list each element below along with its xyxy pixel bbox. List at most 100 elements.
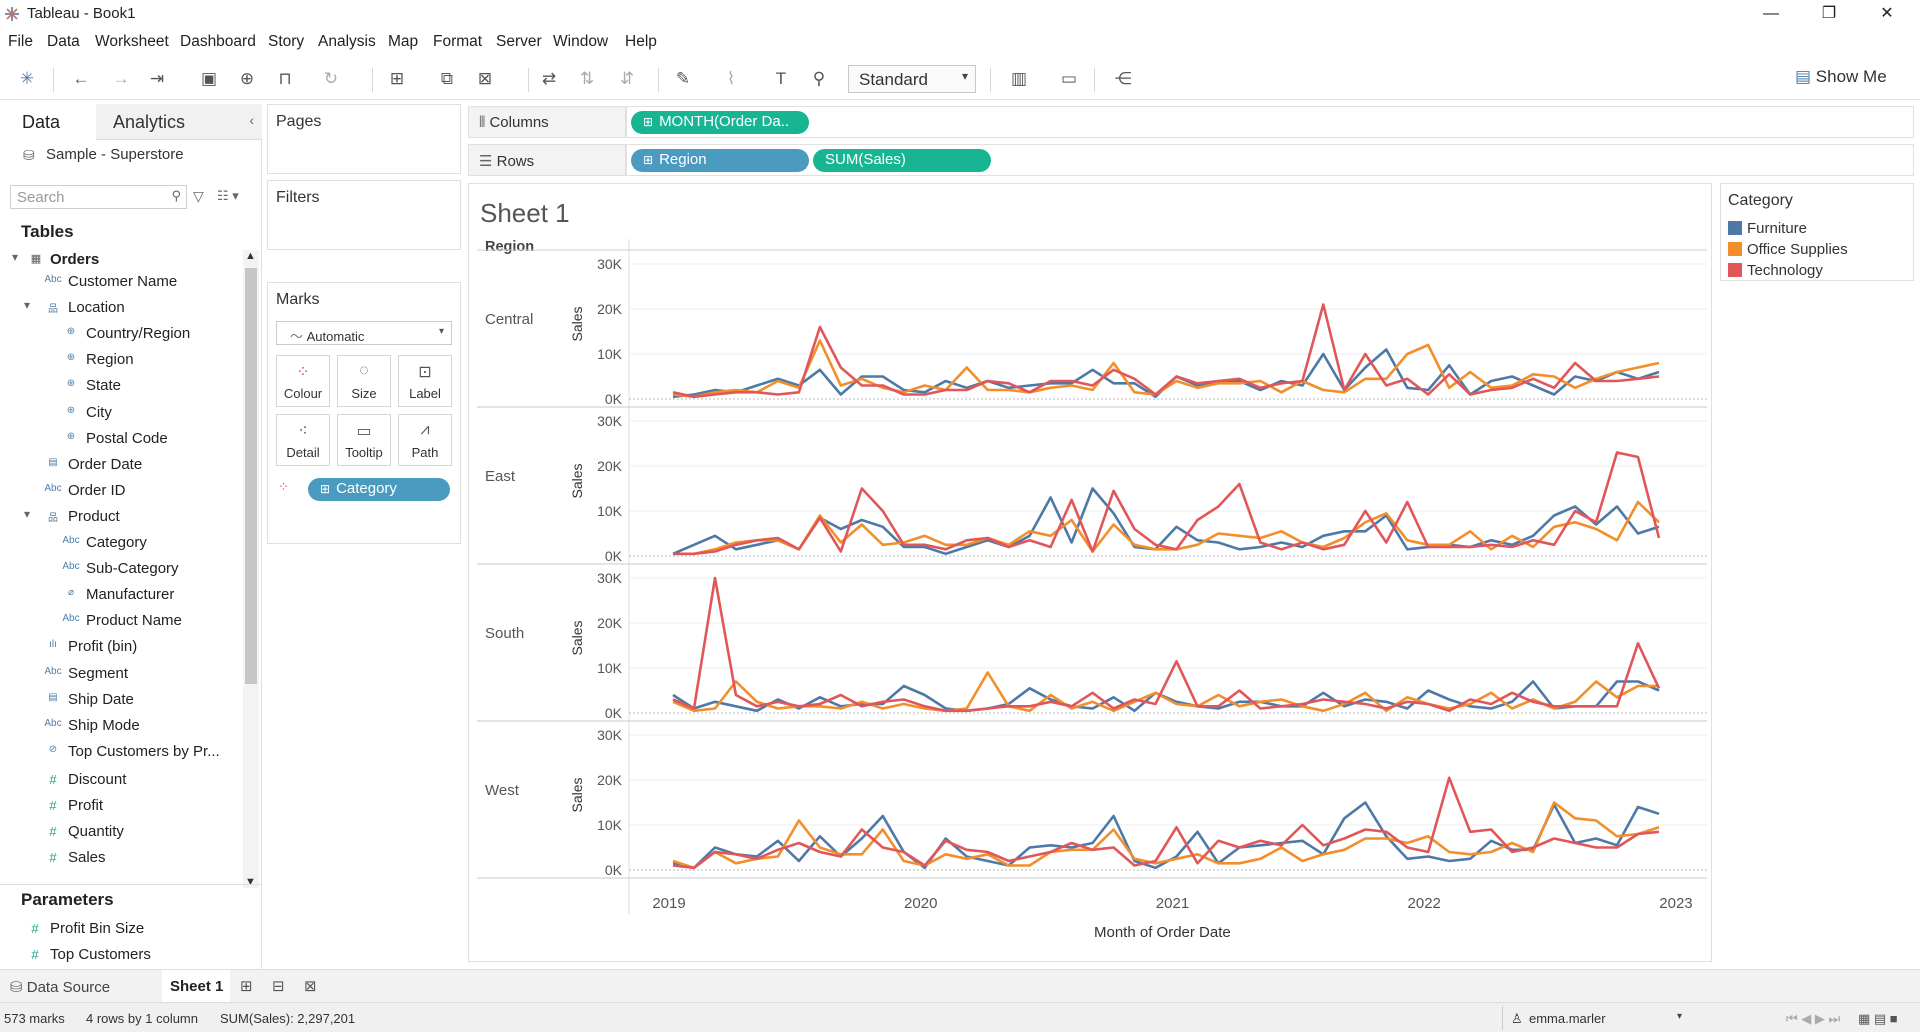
field-quantity[interactable]: # Quantity	[49, 823, 124, 840]
field-discount[interactable]: # Discount	[49, 771, 126, 788]
field-sub-category[interactable]: Abc Sub-Category	[62, 560, 178, 577]
field-ship-date[interactable]: ▤ Ship Date	[48, 691, 134, 708]
swap-rows-columns-icon[interactable]: ⇄	[541, 69, 557, 88]
datasource-name[interactable]: ⛁ Sample - Superstore	[23, 146, 184, 163]
new-story-tab-icon[interactable]: ⊠	[304, 978, 317, 995]
scroll-down-icon[interactable]: ▼	[245, 876, 256, 888]
legend-item-furniture[interactable]: Furniture	[1728, 220, 1807, 237]
field-manufacturer[interactable]: ⌀ Manufacturer	[68, 586, 174, 603]
field-sales[interactable]: # Sales	[49, 849, 105, 866]
highlight-icon[interactable]: ✎	[675, 69, 691, 88]
sheet-view-icons[interactable]: ▦ ▤ ■	[1858, 1011, 1898, 1026]
fix-axes-icon[interactable]: ⚲	[812, 69, 826, 88]
show-mark-labels-icon[interactable]: T	[775, 69, 787, 88]
tableau-home-icon[interactable]: ✳	[19, 69, 35, 88]
menu-format[interactable]: Format	[433, 33, 483, 50]
menu-map[interactable]: Map	[388, 33, 419, 50]
colour-button[interactable]: ⁘ Colour	[276, 355, 330, 407]
sort-ascending-icon[interactable]: ⇅	[579, 69, 595, 88]
sheet-nav-icons[interactable]: ⏮ ◀ ▶ ⏭	[1786, 1011, 1841, 1026]
filters-card[interactable]: Filters	[267, 180, 461, 250]
size-button[interactable]: ◌ Size	[337, 355, 391, 407]
menu-worksheet[interactable]: Worksheet	[95, 33, 169, 50]
group-members-icon[interactable]: ⌇	[726, 69, 736, 88]
redo-icon[interactable]: →	[112, 69, 130, 88]
view-options-icon[interactable]: ☷ ▾	[217, 188, 239, 203]
data-pane-scrollbar[interactable]: ▲ ▼	[243, 250, 259, 888]
field-state[interactable]: ⊕ State	[67, 377, 121, 394]
path-button[interactable]: ⩘ Path	[398, 414, 452, 466]
expand-icon[interactable]: ▾	[24, 298, 31, 313]
sum-sales-pill[interactable]: SUM(Sales)	[813, 149, 991, 172]
tab-data[interactable]: Data	[0, 104, 96, 140]
search-input[interactable]: Search ⚲	[10, 185, 187, 209]
menu-server[interactable]: Server	[496, 33, 542, 50]
user-menu[interactable]: ♙ emma.marler ▾	[1502, 1006, 1690, 1030]
scrollbar-thumb[interactable]	[245, 268, 257, 684]
refresh-icon[interactable]: ↻	[323, 69, 339, 88]
field-customer-name[interactable]: Abc Customer Name	[44, 273, 177, 290]
parameter-profit-bin-size[interactable]: # Profit Bin Size	[31, 920, 144, 937]
sort-descending-icon[interactable]: ⇵	[619, 69, 635, 88]
close-button[interactable]: ✕	[1880, 5, 1894, 22]
filter-icon[interactable]: ▽	[193, 188, 204, 204]
undo-icon[interactable]: ←	[72, 69, 90, 88]
maximize-button[interactable]: ❐	[1821, 5, 1837, 22]
new-dashboard-tab-icon[interactable]: ⊟	[272, 978, 285, 995]
field-order-id[interactable]: Abc Order ID	[44, 482, 125, 499]
legend-item-office-supplies[interactable]: Office Supplies	[1728, 241, 1848, 258]
show-me-button[interactable]: ▤ Show Me	[1795, 67, 1887, 87]
category-colour-pill[interactable]: ⊞ Category	[308, 478, 450, 501]
duplicate-sheet-icon[interactable]: ⧉	[440, 69, 454, 88]
tab-analytics[interactable]: Analytics ‹	[96, 104, 262, 140]
parameter-top-customers[interactable]: # Top Customers	[31, 946, 151, 963]
menu-window[interactable]: Window	[553, 33, 609, 50]
menu-help[interactable]: Help	[625, 33, 657, 50]
field-profit[interactable]: # Profit	[49, 797, 103, 814]
columns-shelf[interactable]: ⫴ Columns ⊞ MONTH(Order Da..	[468, 106, 1914, 138]
field-product-name[interactable]: Abc Product Name	[62, 612, 182, 629]
field-city[interactable]: ⊕ City	[67, 404, 112, 421]
save-icon[interactable]: ▣	[200, 69, 218, 88]
mark-type-dropdown[interactable]: 〜 Automatic ▾	[276, 321, 452, 345]
label-button[interactable]: ⊡ Label	[398, 355, 452, 407]
field-country-region[interactable]: ⊕ Country/Region	[67, 325, 190, 342]
legend-item-technology[interactable]: Technology	[1728, 262, 1823, 279]
new-worksheet-tab-icon[interactable]: ⊞	[240, 978, 253, 995]
month-order-date-pill[interactable]: ⊞ MONTH(Order Da..	[631, 111, 809, 134]
show-cards-icon[interactable]: ▥	[1010, 69, 1028, 88]
menu-dashboard[interactable]: Dashboard	[180, 33, 256, 50]
fit-dropdown[interactable]: Standard ▾	[848, 65, 976, 93]
field-segment[interactable]: Abc Segment	[44, 665, 128, 682]
menu-story[interactable]: Story	[268, 33, 305, 50]
line-chart[interactable]: Central Sales 0K 10K 20K 30K East Sales 0K 10K 20K…	[469, 184, 1713, 963]
share-icon[interactable]: ⋲	[1114, 69, 1132, 88]
pause-updates-icon[interactable]: ⊓	[278, 69, 292, 88]
menu-data[interactable]: Data	[47, 33, 80, 50]
field-region[interactable]: ⊕ Region	[67, 351, 134, 368]
field-product[interactable]: ▾ 品 Product	[24, 507, 120, 525]
new-worksheet-icon[interactable]: ⊞	[389, 69, 405, 88]
field-profit-bin[interactable]: ılı Profit (bin)	[49, 638, 137, 655]
collapse-icon[interactable]: ‹	[249, 112, 254, 128]
rows-shelf[interactable]: ☰ Rows ⊞ Region SUM(Sales)	[468, 144, 1914, 176]
minimize-button[interactable]: —	[1763, 5, 1779, 22]
scroll-up-icon[interactable]: ▲	[245, 250, 256, 262]
expand-icon[interactable]: ▾	[24, 506, 31, 521]
field-top-customers-by-pr[interactable]: ⊘ Top Customers by Pr...	[49, 743, 220, 760]
field-category[interactable]: Abc Category	[62, 534, 147, 551]
menu-analysis[interactable]: Analysis	[318, 33, 376, 50]
region-pill[interactable]: ⊞ Region	[631, 149, 809, 172]
presentation-mode-icon[interactable]: ▭	[1060, 69, 1078, 88]
new-data-source-icon[interactable]: ⊕	[239, 69, 255, 88]
table-orders[interactable]: ▾ ▦ Orders	[12, 250, 99, 268]
field-postal-code[interactable]: ⊕ Postal Code	[67, 430, 168, 447]
field-location[interactable]: ▾ 品 Location	[24, 298, 125, 316]
sheet1-tab[interactable]: Sheet 1	[162, 970, 230, 1003]
data-source-tab[interactable]: ⛁ Data Source	[10, 978, 110, 996]
expand-icon[interactable]: ▾	[12, 250, 19, 264]
tooltip-button[interactable]: ▭ Tooltip	[337, 414, 391, 466]
field-order-date[interactable]: ▤ Order Date	[48, 456, 142, 473]
replay-icon[interactable]: ⇥	[149, 69, 165, 88]
pages-card[interactable]: Pages	[267, 104, 461, 174]
